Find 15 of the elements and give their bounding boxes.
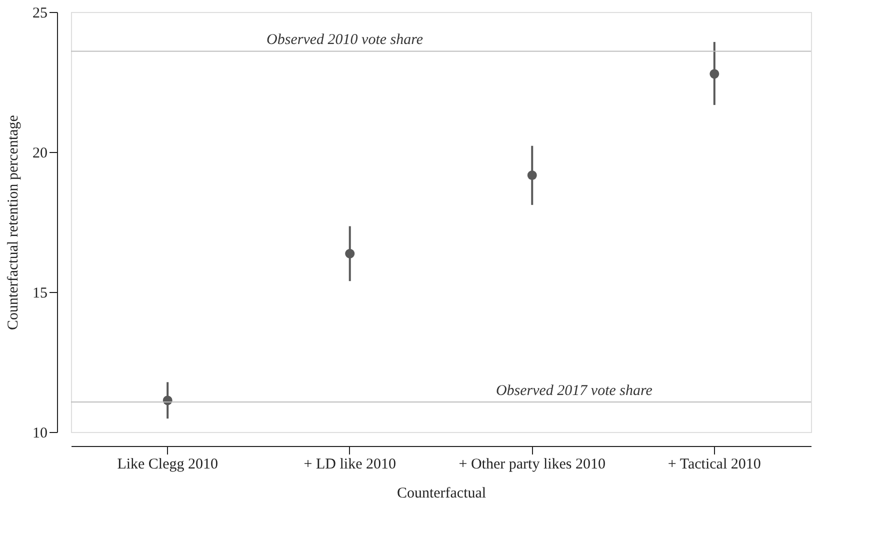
x-tick-label: + LD like 2010 bbox=[304, 456, 396, 472]
x-axis-title: Counterfactual bbox=[396, 486, 486, 502]
y-tick-label: 10 bbox=[32, 426, 48, 442]
y-tick-label: 15 bbox=[32, 286, 48, 302]
x-tick-label: + Other party likes 2010 bbox=[458, 456, 606, 472]
y-tick-label: 20 bbox=[32, 146, 48, 162]
y-tick-label: 25 bbox=[32, 6, 48, 22]
x-tick-label: Like Clegg 2010 bbox=[117, 456, 218, 472]
point bbox=[527, 170, 537, 180]
x-tick-label: + Tactical 2010 bbox=[668, 456, 761, 472]
point bbox=[710, 69, 720, 79]
y-axis-title: Counterfactual retention percentage bbox=[6, 114, 22, 330]
point bbox=[345, 248, 355, 258]
ref-line-label: Observed 2010 vote share bbox=[266, 32, 424, 48]
ref-line-label: Observed 2017 vote share bbox=[496, 383, 653, 400]
